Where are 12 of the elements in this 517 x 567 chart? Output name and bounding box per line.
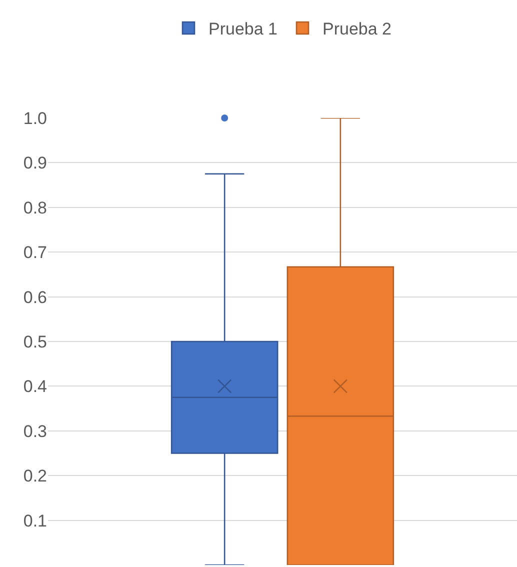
y-tick-label: 0.8 bbox=[23, 198, 47, 218]
y-tick-label: 0.9 bbox=[23, 154, 47, 173]
legend-label: Prueba 2 bbox=[322, 20, 392, 39]
y-tick-label: 0.6 bbox=[23, 288, 47, 307]
y-tick-label: 0.3 bbox=[23, 422, 47, 441]
legend-label: Prueba 1 bbox=[208, 20, 278, 39]
y-tick-label: 0.7 bbox=[23, 243, 47, 262]
y-tick-label: 0.1 bbox=[23, 511, 47, 530]
y-tick-label: 0.4 bbox=[23, 377, 47, 396]
y-tick-label: 0.2 bbox=[23, 466, 47, 486]
y-tick-label: 0.5 bbox=[23, 332, 47, 352]
y-tick-label: 1.0 bbox=[23, 108, 47, 128]
